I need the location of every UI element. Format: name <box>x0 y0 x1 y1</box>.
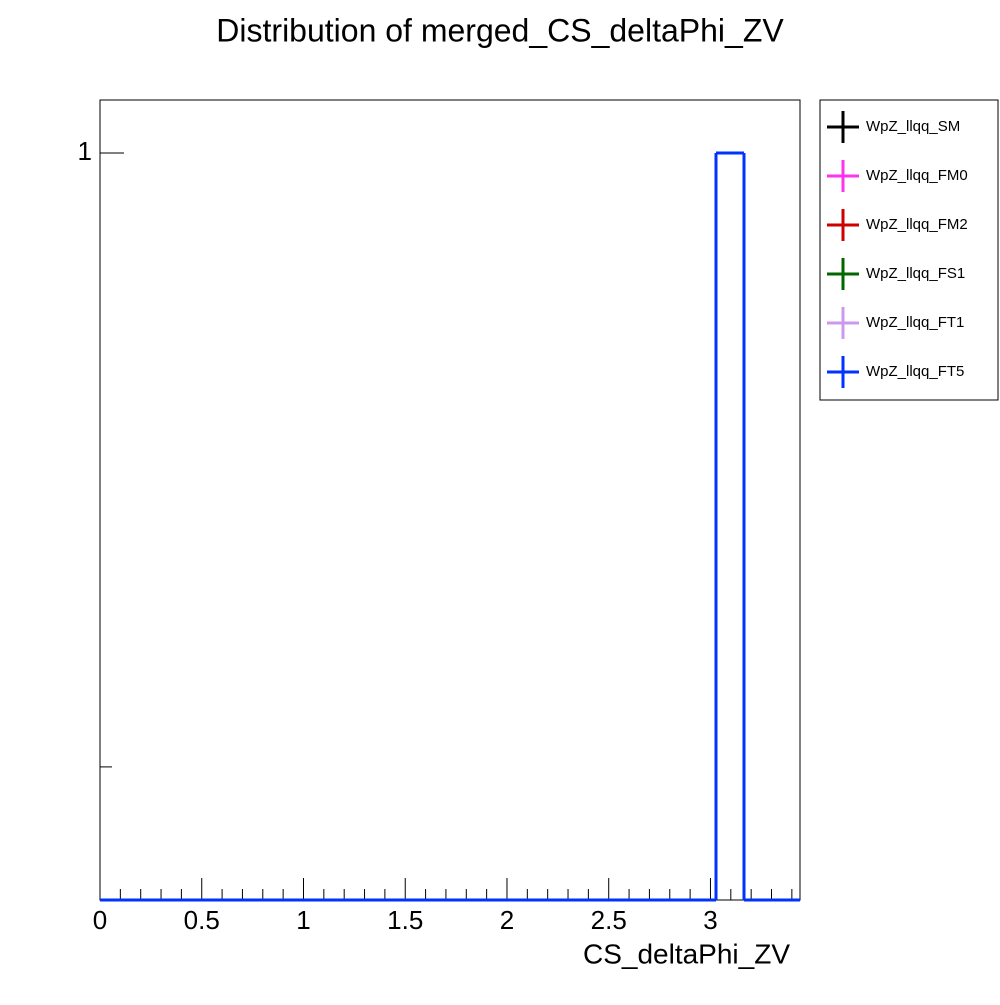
legend-label: WpZ_llqq_FS1 <box>866 265 965 282</box>
legend-box <box>819 99 999 401</box>
x-tick-label: 0 <box>93 905 107 935</box>
x-tick-label: 1.5 <box>387 905 423 935</box>
x-tick-label: 1 <box>296 905 310 935</box>
chart-title: Distribution of merged_CS_deltaPhi_ZV <box>216 12 784 48</box>
legend-label: WpZ_llqq_FM2 <box>866 216 968 233</box>
y-tick-label: 1 <box>78 136 92 166</box>
x-tick-label: 0.5 <box>184 905 220 935</box>
x-tick-label: 2.5 <box>591 905 627 935</box>
x-tick-label: 3 <box>703 905 717 935</box>
legend-label: WpZ_llqq_FT5 <box>866 363 964 380</box>
legend-label: WpZ_llqq_FT1 <box>866 314 964 331</box>
legend-label: WpZ_llqq_FM0 <box>866 167 968 184</box>
plot-frame <box>99 99 801 901</box>
legend-label: WpZ_llqq_SM <box>866 118 960 135</box>
x-axis-title: CS_deltaPhi_ZV <box>583 938 790 969</box>
x-tick-label: 2 <box>500 905 514 935</box>
